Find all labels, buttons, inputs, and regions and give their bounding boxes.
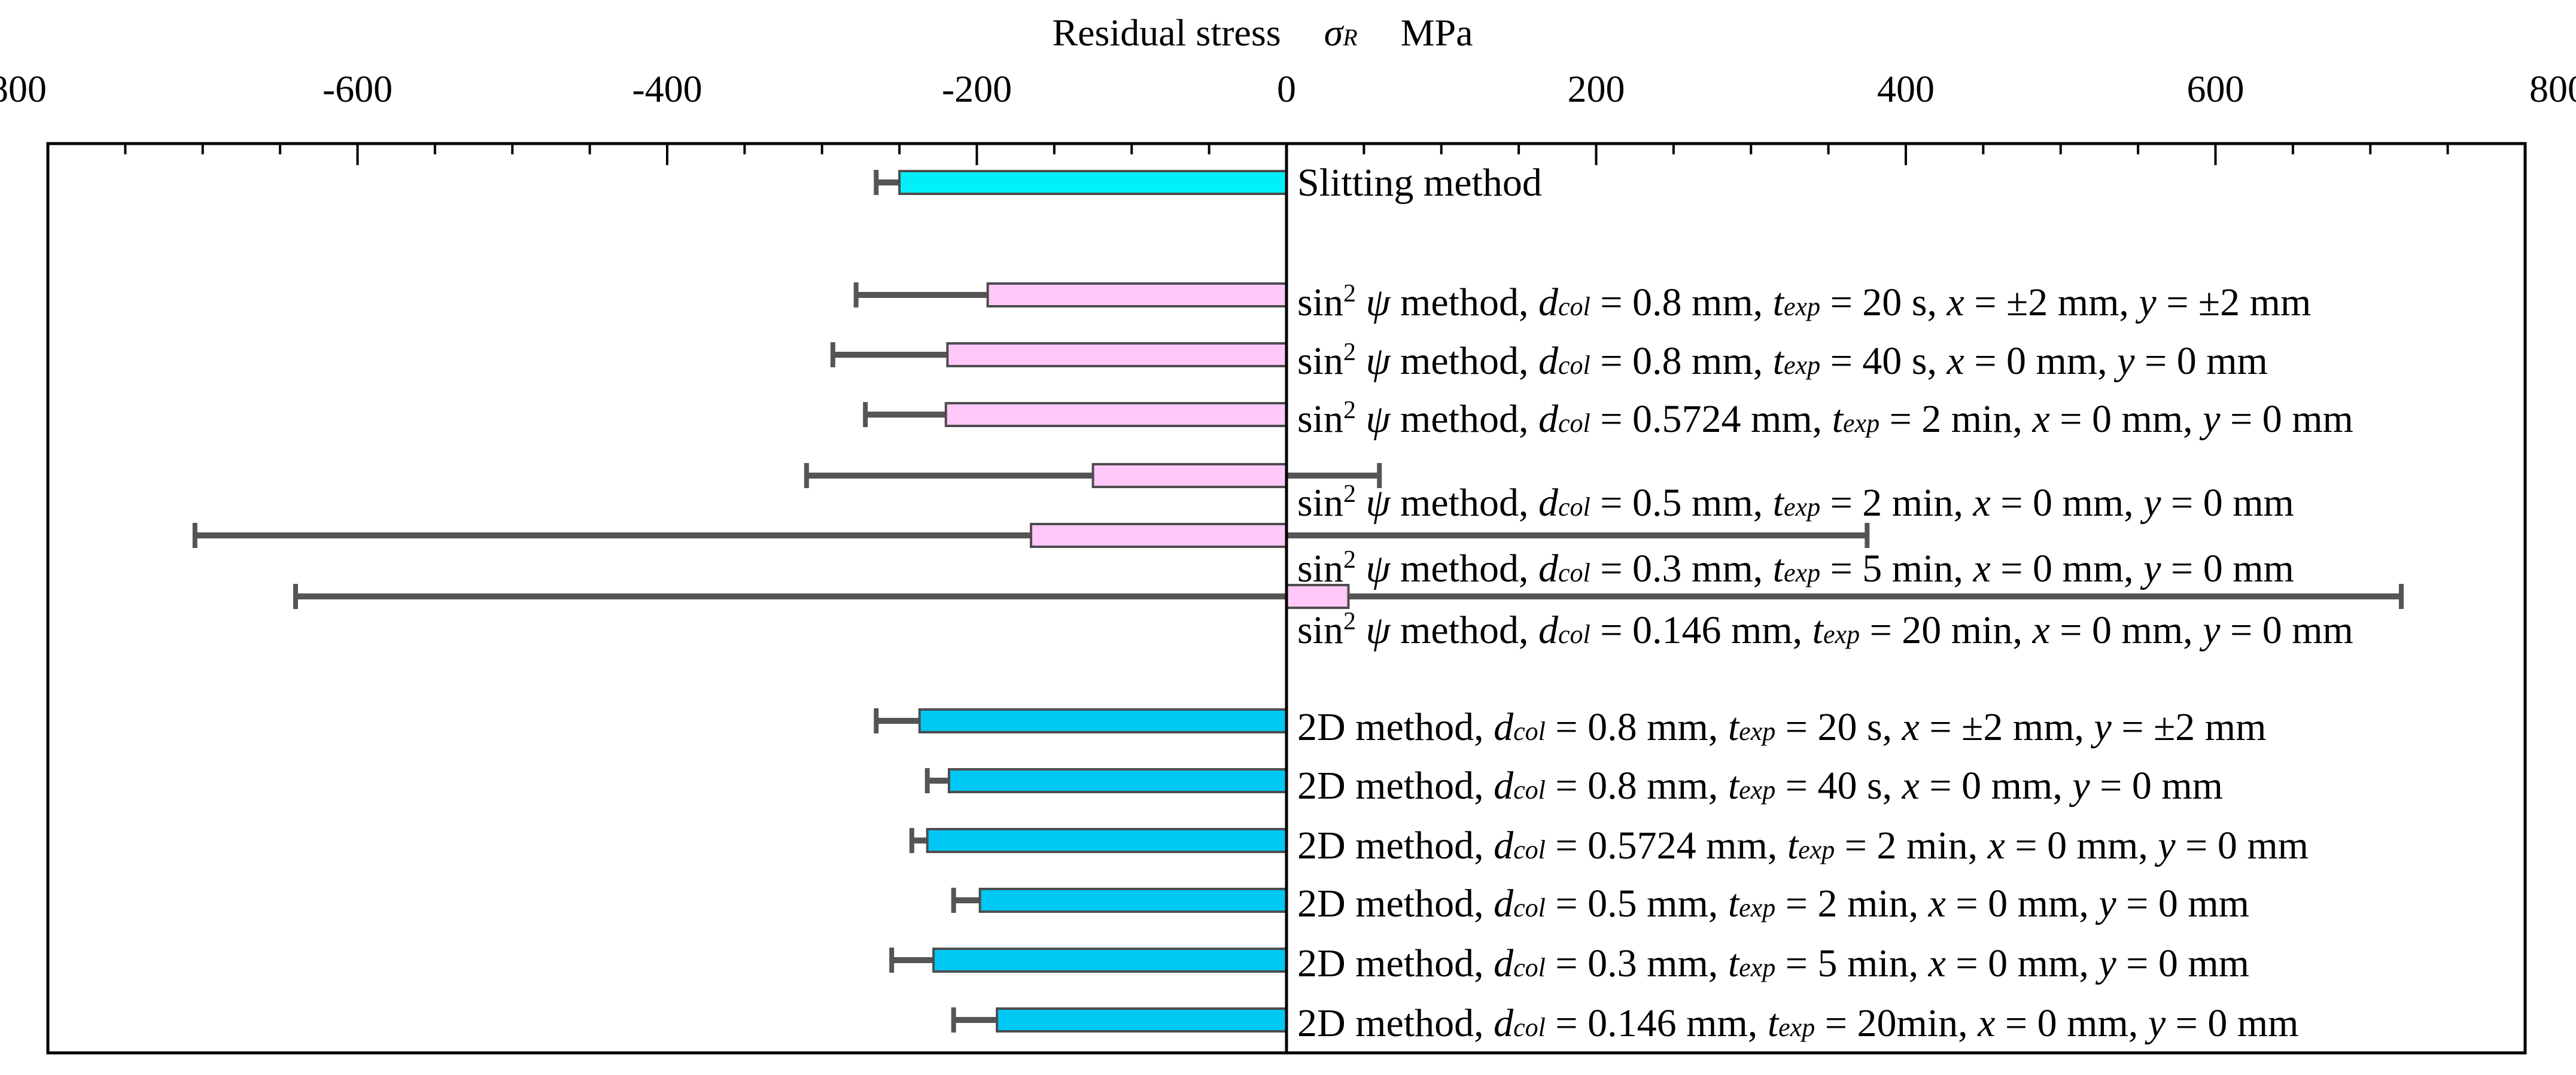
bar-sin2psi (1091, 463, 1288, 488)
x-axis-title: Residual stress σR MPa (1052, 11, 1473, 54)
x-axis-title-symbol-sub: R (1342, 24, 1357, 51)
bar-2d (978, 888, 1288, 913)
x-tick-label: -400 (632, 68, 702, 110)
x-tick-label: 800 (0, 68, 47, 110)
bar-2d (996, 1007, 1288, 1033)
plot-frame (46, 142, 2527, 1055)
x-tick-label: -600 (323, 68, 393, 110)
bar-sin2psi (944, 402, 1288, 427)
x-ticks (124, 144, 2449, 165)
bar-2d (932, 948, 1288, 973)
x-tick-label: 200 (1568, 68, 1625, 110)
x-tick-label: -200 (942, 68, 1012, 110)
bar-labels: Slitting method sin2 ψ method, dcol = 0.8… (1297, 161, 2353, 1045)
x-axis-title-symbol: σ (1324, 11, 1345, 54)
bar-label: sin2 ψ method, dcol = 0.146 mm, texp = 2… (1297, 608, 2353, 652)
bar-label: sin2 ψ method, dcol = 0.8 mm, texp = 40 … (1297, 339, 2268, 383)
bar-label: sin2 ψ method, dcol = 0.5 mm, texp = 2 m… (1297, 480, 2294, 525)
bar-label: 2D method, dcol = 0.3 mm, texp = 5 min, … (1297, 942, 2249, 985)
bars (898, 170, 1350, 1033)
bar-label: sin2 ψ method, dcol = 0.8 mm, texp = 20 … (1297, 280, 2311, 324)
bar-label: 2D method, dcol = 0.5 mm, texp = 2 min, … (1297, 882, 2249, 925)
bar-slitting (898, 170, 1288, 195)
bar-label: 2D method, dcol = 0.8 mm, texp = 20 s, x… (1297, 705, 2266, 749)
x-axis-title-unit: MPa (1401, 11, 1473, 54)
bar-sin2psi (1030, 523, 1288, 548)
bar-label: 2D method, dcol = 0.5724 mm, texp = 2 mi… (1297, 824, 2309, 867)
bar-label: sin2 ψ method, dcol = 0.3 mm, texp = 5 m… (1297, 546, 2294, 590)
x-axis-title-text: Residual stress (1052, 11, 1281, 54)
bar-label: Slitting method (1297, 161, 1542, 205)
x-tick-label: 800 (2529, 68, 2576, 110)
bar-label: sin2 ψ method, dcol = 0.5724 mm, texp = … (1297, 397, 2353, 441)
x-tick-label: 400 (1877, 68, 1935, 110)
bar-sin2psi (946, 342, 1288, 367)
x-tick-label: 600 (2187, 68, 2245, 110)
x-tick-label: 0 (1277, 68, 1296, 110)
bar-2d (926, 828, 1288, 853)
x-tick-labels: 800 -600 -400 -200 0 200 400 600 800 (0, 68, 2576, 110)
bar-label: 2D method, dcol = 0.146 mm, texp = 20min… (1297, 1001, 2299, 1045)
bar-2d (918, 708, 1288, 733)
bar-sin2psi (986, 282, 1288, 307)
bar-label: 2D method, dcol = 0.8 mm, texp = 40 s, x… (1297, 764, 2223, 808)
bar-2d (947, 768, 1288, 793)
